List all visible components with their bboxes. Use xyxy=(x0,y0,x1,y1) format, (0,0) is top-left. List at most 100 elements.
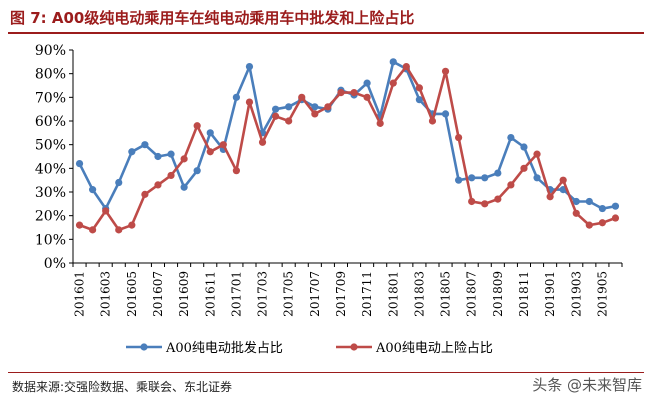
x-axis: 201601 201603 201605 201607 201609 201611 2017… xyxy=(72,262,623,317)
data-point xyxy=(245,98,254,106)
y-tick-label: 80% xyxy=(35,67,66,83)
data-point xyxy=(572,197,580,206)
data-point xyxy=(468,197,476,206)
x-tick-label: 201807 xyxy=(465,271,479,317)
data-point xyxy=(520,143,528,151)
data-point xyxy=(402,62,410,71)
figure-title: 图 7: A00级纯电动乘用车在纯电动乘用车中批发和上险占比 xyxy=(10,9,415,27)
title-rule xyxy=(8,32,644,34)
data-point xyxy=(481,174,489,182)
data-point xyxy=(520,164,528,172)
data-point xyxy=(167,171,175,180)
data-point xyxy=(115,178,123,187)
data-point xyxy=(428,117,437,125)
legend-label: A00纯电动批发占比 xyxy=(165,340,283,356)
x-tick-label: 201901 xyxy=(543,271,557,317)
legend-item-2: A00纯电动上险占比 xyxy=(336,341,493,356)
x-tick-label: 201709 xyxy=(334,271,348,317)
data-point xyxy=(598,204,606,213)
x-tick-label: 201903 xyxy=(569,271,583,317)
data-point xyxy=(89,186,97,194)
x-tick-label: 201609 xyxy=(177,271,191,317)
data-point xyxy=(441,110,450,118)
data-point xyxy=(585,197,593,206)
data-point xyxy=(232,167,240,175)
x-tick-label: 201607 xyxy=(151,271,165,317)
data-point xyxy=(507,181,515,189)
legend-swatch-marker xyxy=(140,343,148,351)
data-point xyxy=(89,226,97,234)
data-point xyxy=(141,190,149,198)
y-tick-label: 30% xyxy=(35,185,66,201)
data-point xyxy=(363,79,371,87)
y-tick-label: 70% xyxy=(35,90,66,106)
x-tick-label: 201603 xyxy=(99,271,113,317)
footer-rule xyxy=(8,372,644,373)
data-point xyxy=(180,155,188,163)
data-point xyxy=(533,150,541,158)
data-point xyxy=(311,110,319,118)
data-point xyxy=(272,105,280,113)
series-1 xyxy=(75,58,620,213)
data-point xyxy=(193,167,201,175)
data-point xyxy=(611,202,620,210)
data-point xyxy=(546,193,554,201)
data-point xyxy=(441,67,450,75)
x-tick-label: 201803 xyxy=(412,271,426,317)
data-point xyxy=(141,141,149,149)
source-note: 数据来源:交强险数据、乘联会、东北证券 xyxy=(12,380,233,394)
x-tick-label: 201703 xyxy=(256,271,270,317)
data-point xyxy=(415,84,423,92)
x-tick-label: 201701 xyxy=(229,271,243,317)
data-point xyxy=(285,103,293,111)
x-tick-label: 201809 xyxy=(491,271,505,317)
x-tick-label: 201707 xyxy=(308,271,322,317)
data-point xyxy=(75,221,84,229)
x-tick-label: 201611 xyxy=(203,271,217,317)
data-point xyxy=(154,152,162,161)
data-point xyxy=(75,160,84,168)
data-point xyxy=(128,148,136,156)
data-point xyxy=(272,112,280,120)
data-point xyxy=(206,129,214,137)
legend: A00纯电动批发占比 A00纯电动上险占比 xyxy=(126,340,493,356)
data-point xyxy=(180,183,188,191)
legend-swatch-marker xyxy=(350,343,358,351)
data-point xyxy=(285,117,293,125)
data-point xyxy=(115,226,123,234)
x-tick-label: 201811 xyxy=(517,271,531,317)
x-tick-label: 201805 xyxy=(439,271,453,317)
data-point xyxy=(389,58,397,66)
y-tick-label: 50% xyxy=(35,138,66,154)
data-point xyxy=(494,169,502,177)
x-tick-label: 201601 xyxy=(73,271,87,317)
data-point xyxy=(455,133,463,142)
data-point xyxy=(598,219,606,227)
data-point xyxy=(232,93,240,101)
data-point xyxy=(337,89,345,97)
x-tick-label: 201801 xyxy=(386,271,400,317)
y-tick-label: 90% xyxy=(35,43,66,59)
y-tick-label: 0% xyxy=(44,256,66,272)
data-point xyxy=(363,93,371,101)
data-point xyxy=(585,221,593,229)
data-point xyxy=(468,174,476,182)
data-point xyxy=(206,148,214,156)
data-point xyxy=(494,195,502,203)
x-tick-label: 201905 xyxy=(595,271,609,317)
data-point xyxy=(533,174,541,182)
series-layer xyxy=(75,58,620,234)
x-tick-label: 201711 xyxy=(360,271,374,317)
legend-item-1: A00纯电动批发占比 xyxy=(126,340,283,356)
data-point xyxy=(572,209,580,217)
data-point xyxy=(258,138,267,146)
data-point xyxy=(298,93,306,101)
data-point xyxy=(167,150,175,158)
data-point xyxy=(389,79,397,87)
data-point xyxy=(350,89,358,97)
data-point xyxy=(128,221,136,229)
legend-label: A00纯电动上险占比 xyxy=(375,341,493,356)
series-line xyxy=(79,65,616,232)
data-point xyxy=(193,122,201,130)
watermark: 头条 @未来智库 xyxy=(532,376,642,394)
